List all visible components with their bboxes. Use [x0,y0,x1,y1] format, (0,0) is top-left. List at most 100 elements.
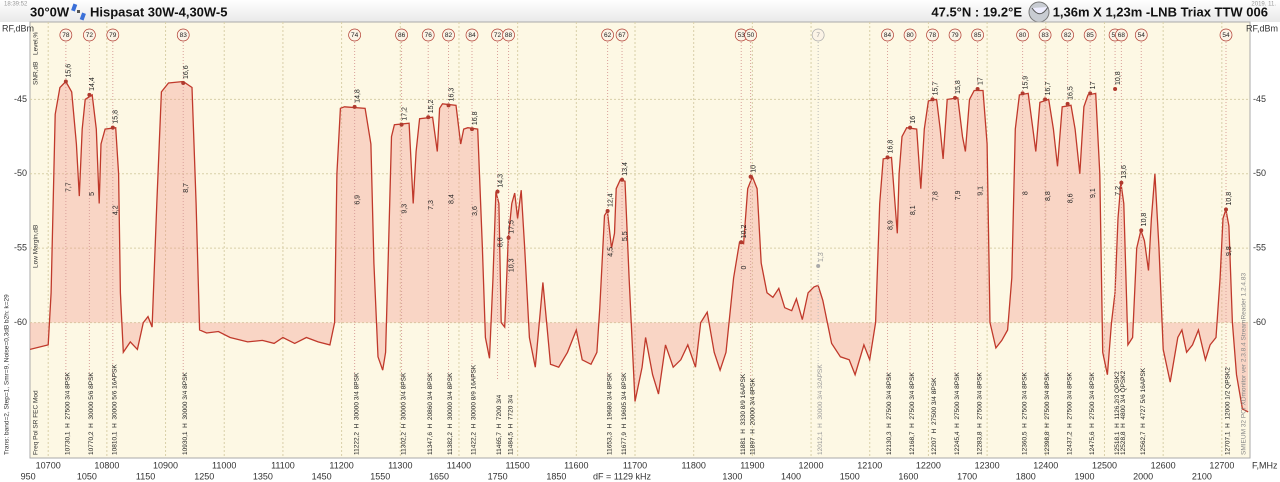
mer-value: 50 [747,32,755,39]
level-label: 15,2 [428,100,435,114]
x-tick-label: 11300 [388,460,412,470]
mer-badge [395,28,408,42]
cn-label: 9,1 [1090,188,1097,198]
x-tick-label: 11700 [623,460,647,470]
x-tick-label: 12400 [1033,460,1058,470]
mer-value: 82 [1064,32,1072,39]
peak-marker [885,155,890,160]
mer-value: 84 [884,32,892,39]
mer-value: 84 [468,32,476,39]
mer-badge [811,28,825,42]
level-label: 14,3 [497,174,504,188]
mer-badge [176,28,190,42]
transponder-label: 11881 H 3330 8/9 16APSK [740,373,747,455]
transponder-label: 12360,5 H 27500 3/4 8PSK [1021,372,1028,455]
peak-marker [426,115,431,120]
y-tick-label-right: -55 [1253,243,1266,253]
cn-label: 8,6 [1067,193,1074,203]
spectrum-area [30,81,1249,412]
transponder-label: 12437,2 H 27500 3/4 8PSK [1066,372,1073,455]
transponder-label: 12398,8 H 27500 3/4 8PSK [1044,372,1051,455]
level-label: 15,7 [932,82,939,96]
level-label: 10,8 [1141,213,1148,227]
peak-marker [1043,97,1048,102]
x-tick-label: 10700 [36,460,61,470]
transponder-label: 12475,6 H 27500 3/4 8PSK [1089,372,1096,455]
transponder-label: 11677,9 H 19605 3/4 8PSK [621,372,628,455]
transponder-label: 11222,2 H 30000 3/4 8PSK [353,372,360,455]
mer-value: 85 [1087,32,1095,39]
peak-marker [469,127,474,132]
x-tick-label: 11800 [682,460,706,470]
cn-label: 5 [89,192,96,196]
x-tick-label: 11900 [740,460,764,470]
level-label: 17,2 [401,107,408,121]
mer-value: 54 [1222,32,1230,39]
transponder-label: 12012,1 H 30000 3/4 32APSK [817,364,824,455]
side-text: Trans: band=2, Step=1, Smr=9, Noise=0,3d… [4,294,11,455]
mer-badge [502,28,515,42]
level-label: 12,4 [607,193,614,207]
mer-value: 68 [1118,32,1126,39]
level-label: 13,4 [622,162,629,176]
note: dF = 1129 kHz [593,471,652,481]
level-label: 17 [977,77,984,85]
cn-label: 9,1 [977,186,984,196]
peak-marker [975,86,980,91]
mer-value: 80 [1019,32,1027,39]
x-tick-label: 11400 [447,460,471,470]
level-label: 16,3 [448,88,455,102]
mer-badge [615,28,629,42]
cn-label: 7,3 [428,200,435,210]
if-tick-label: 1150 [136,471,155,481]
x-tick-label: 12100 [857,460,882,470]
peak-marker [63,79,68,84]
mer-badge [1038,28,1052,42]
mer-badge [881,28,894,42]
mer-badge [59,28,73,42]
x-tick-label: 12000 [799,460,824,470]
level-label: 16,7 [1045,82,1052,96]
cn-label: 8,7 [183,183,190,193]
x-tick-label: 11500 [505,460,529,470]
level-label: 16,8 [887,140,894,154]
y-tick-label-right: -50 [1253,168,1266,178]
peak-marker [953,95,958,100]
level-label: 15,9 [1022,76,1029,90]
y-tick-label: -60 [14,317,27,327]
mer-value: 62 [604,32,612,39]
peak-marker [1113,86,1118,91]
transponder-label: 12528,8 H 4800 3/4 QPSK2 [1120,370,1127,455]
peak-marker [1223,207,1228,212]
x-tick-label: 12500 [1092,460,1117,470]
dish-info: 1,36m X 1,23m -LNB Triax TTW 006 [1053,4,1268,19]
transponder-label: 11302,2 H 30000 3/4 8PSK [400,372,407,455]
mer-badge [421,28,435,42]
level-label: 15,8 [955,80,962,94]
x-tick-label: 11000 [212,460,236,470]
x-tick-label: 12200 [916,460,941,470]
side-text: Low Margin,dB [33,225,40,268]
if-tick-label: 1400 [781,471,801,481]
mer-value: 72 [494,32,502,39]
cn-label: 7,2 [1115,186,1122,196]
peak-marker [181,81,186,86]
peak-marker [352,104,357,109]
x-tick-label: 10800 [94,460,119,470]
cn-label: 8,8 [497,237,504,247]
level-label: 16,5 [1067,86,1074,100]
y-axis-label: RF,dBm [2,23,34,33]
peak-marker [446,103,451,108]
cn-label: 4,2 [113,205,120,215]
level-label: 16,6 [183,65,190,79]
peak-marker [399,122,404,127]
y-tick-label: -50 [14,168,27,178]
satellite-icon [71,3,86,21]
x-tick-label: 12700 [1209,460,1234,470]
x-axis-label: F,MHz [1252,460,1278,470]
mer-value: 7 [816,32,820,39]
if-tick-label: 1900 [1074,471,1094,481]
mer-value: 83 [1041,32,1049,39]
if-tick-label: 1500 [840,471,860,481]
mer-value: 67 [618,32,626,39]
